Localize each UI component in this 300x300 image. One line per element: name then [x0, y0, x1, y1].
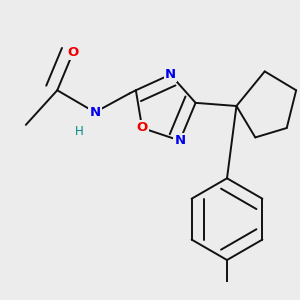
- Text: N: N: [174, 134, 185, 147]
- Text: N: N: [89, 106, 100, 119]
- Text: N: N: [165, 68, 176, 81]
- Text: O: O: [136, 122, 148, 134]
- Text: H: H: [75, 124, 84, 138]
- Text: O: O: [68, 46, 79, 59]
